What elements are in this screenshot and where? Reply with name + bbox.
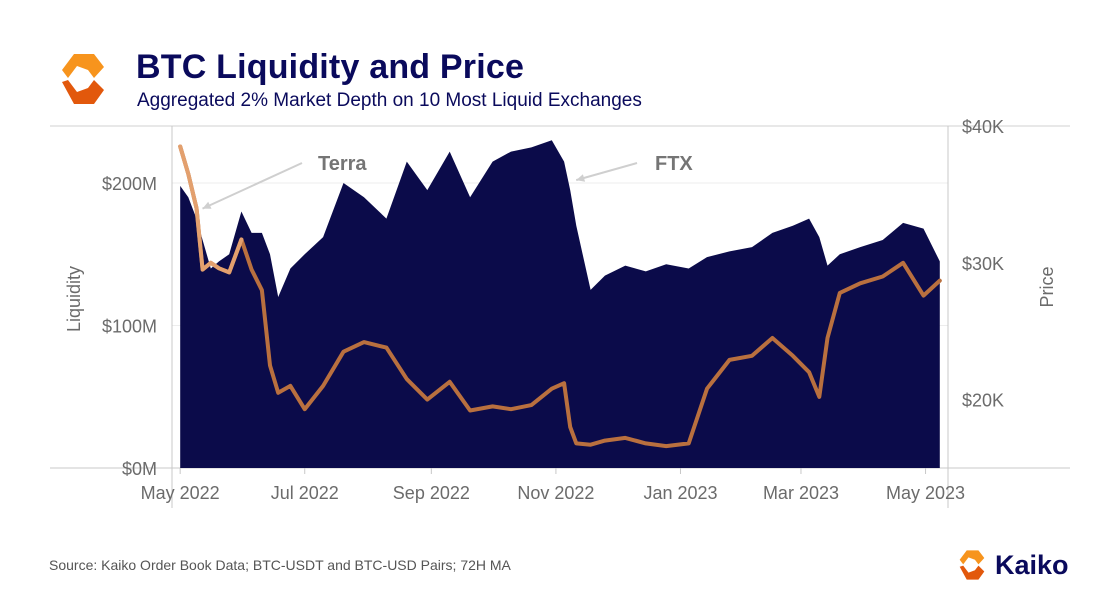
- right-tick-label: $40K: [962, 117, 1004, 137]
- annotation-label: Terra: [318, 153, 367, 175]
- price-line-highlight: [178, 144, 244, 275]
- plot-area: [178, 140, 942, 469]
- right-axis-title: Price: [1037, 266, 1057, 307]
- chart-canvas: $0M $100M $200M $20K $30K $40K May 2022 Jul 202…: [50, 117, 1070, 508]
- left-tick-label: $200M: [102, 174, 157, 194]
- liquidity-area: [180, 140, 940, 469]
- kaiko-brand: Kaiko: [955, 547, 1069, 583]
- annotation-arrowhead: [202, 201, 212, 209]
- x-tick-label: Jan 2023: [643, 483, 717, 503]
- x-tick-label: May 2022: [141, 483, 220, 503]
- annotation-arrow: [202, 162, 303, 210]
- annotation-label: FTX: [655, 153, 693, 175]
- kaiko-brand-icon: [959, 550, 985, 580]
- source-note: Source: Kaiko Order Book Data; BTC-USDT …: [49, 557, 511, 573]
- price-line: [178, 144, 942, 449]
- left-tick-label: $100M: [102, 317, 157, 337]
- x-tick-label: Mar 2023: [763, 483, 839, 503]
- axes: $0M $100M $200M $20K $30K $40K May 2022 Jul 202…: [64, 117, 1057, 503]
- annotations: Terra FTX: [202, 153, 693, 210]
- annotation-arrowhead: [576, 174, 586, 182]
- x-tick-label: Jul 2022: [271, 483, 339, 503]
- x-tick-label: Nov 2022: [517, 483, 594, 503]
- brand-name: Kaiko: [995, 549, 1069, 580]
- kaiko-logo-icon: [62, 54, 104, 104]
- right-tick-label: $20K: [962, 391, 1004, 411]
- x-tick-label: May 2023: [886, 483, 965, 503]
- chart-title: BTC Liquidity and Price: [136, 48, 525, 86]
- chart-subtitle: Aggregated 2% Market Depth on 10 Most Li…: [137, 90, 642, 111]
- right-tick-label: $30K: [962, 254, 1004, 274]
- left-tick-label: $0M: [122, 459, 157, 479]
- left-axis-title: Liquidity: [64, 266, 84, 332]
- annotation-arrow: [575, 162, 638, 182]
- x-tick-label: Sep 2022: [393, 483, 470, 503]
